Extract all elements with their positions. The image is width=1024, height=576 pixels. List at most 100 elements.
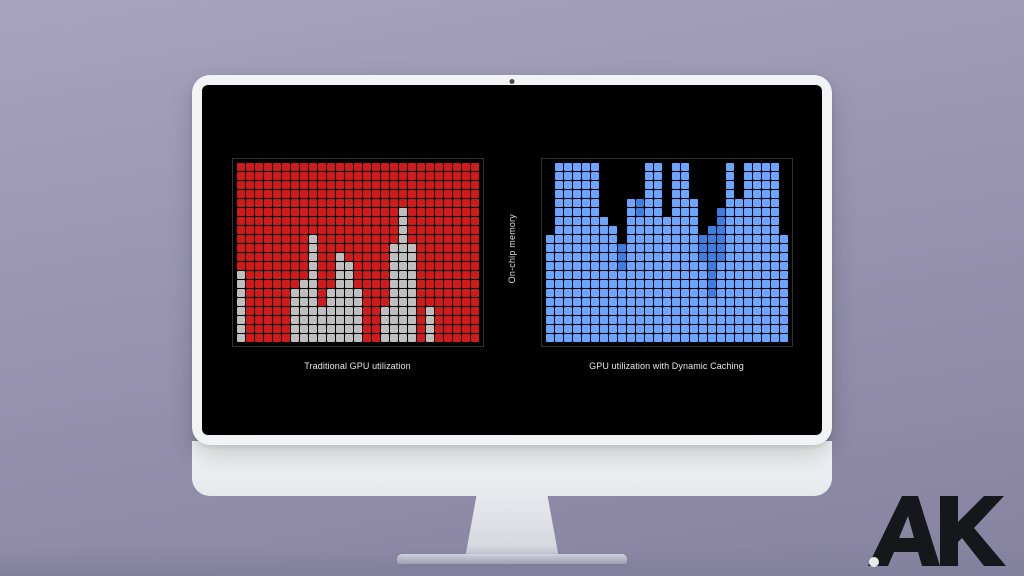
grid-cell xyxy=(564,262,572,270)
grid-cell xyxy=(591,316,599,324)
grid-cell xyxy=(564,253,572,261)
grid-cell xyxy=(591,217,599,225)
grid-cell xyxy=(708,190,716,198)
grid-cell xyxy=(609,271,617,279)
grid-cell xyxy=(444,217,452,225)
grid-cell xyxy=(708,244,716,252)
grid-cell xyxy=(573,271,581,279)
grid-cell xyxy=(663,298,671,306)
grid-cell xyxy=(426,181,434,189)
grid-cell xyxy=(255,307,263,315)
grid-cell xyxy=(390,181,398,189)
grid-cell xyxy=(771,208,779,216)
grid-cell xyxy=(237,289,245,297)
left-panel: Traditional GPU utilization xyxy=(222,158,493,371)
grid-cell xyxy=(318,316,326,324)
grid-cell xyxy=(582,199,590,207)
grid-cell xyxy=(246,280,254,288)
grid-cell xyxy=(609,262,617,270)
grid-cell xyxy=(435,208,443,216)
grid-cell xyxy=(654,253,662,261)
grid-cell xyxy=(381,289,389,297)
grid-cell xyxy=(735,172,743,180)
grid-cell xyxy=(546,271,554,279)
grid-cell xyxy=(372,199,380,207)
grid-cell xyxy=(372,298,380,306)
grid-cell xyxy=(426,298,434,306)
grid-cell xyxy=(735,334,743,342)
grid-cell xyxy=(627,235,635,243)
grid-cell xyxy=(744,289,752,297)
grid-cell xyxy=(453,163,461,171)
grid-cell xyxy=(726,226,734,234)
grid-cell xyxy=(582,271,590,279)
grid-cell xyxy=(744,334,752,342)
grid-cell xyxy=(354,172,362,180)
grid-cell xyxy=(618,316,626,324)
grid-cell xyxy=(717,298,725,306)
grid-cell xyxy=(318,262,326,270)
grid-cell xyxy=(672,172,680,180)
grid-cell xyxy=(681,172,689,180)
grid-cell xyxy=(300,172,308,180)
grid-cell xyxy=(591,334,599,342)
grid-cell xyxy=(726,280,734,288)
grid-cell xyxy=(282,325,290,333)
grid-cell xyxy=(546,307,554,315)
grid-cell xyxy=(546,172,554,180)
grid-cell xyxy=(717,226,725,234)
grid-cell xyxy=(408,289,416,297)
grid-cell xyxy=(699,271,707,279)
grid-cell xyxy=(573,235,581,243)
grid-cell xyxy=(600,226,608,234)
grid-cell xyxy=(717,307,725,315)
grid-cell xyxy=(372,181,380,189)
grid-cell xyxy=(372,163,380,171)
grid-cell xyxy=(309,316,317,324)
grid-cell xyxy=(654,334,662,342)
grid-cell xyxy=(681,325,689,333)
grid-cell xyxy=(381,217,389,225)
grid-cell xyxy=(246,235,254,243)
grid-cell xyxy=(264,298,272,306)
grid-cell xyxy=(363,181,371,189)
grid-cell xyxy=(636,235,644,243)
grid-cell xyxy=(609,172,617,180)
grid-cell xyxy=(771,244,779,252)
grid-cell xyxy=(627,244,635,252)
grid-cell xyxy=(555,217,563,225)
grid-cell xyxy=(681,181,689,189)
grid-cell xyxy=(336,316,344,324)
grid-cell xyxy=(381,181,389,189)
grid-cell xyxy=(564,172,572,180)
grid-cell xyxy=(672,199,680,207)
grid-cell xyxy=(390,271,398,279)
grid-cell xyxy=(609,217,617,225)
grid-cell xyxy=(327,307,335,315)
grid-cell xyxy=(336,244,344,252)
grid-cell xyxy=(372,244,380,252)
grid-cell xyxy=(318,208,326,216)
grid-cell xyxy=(654,199,662,207)
grid-cell xyxy=(780,280,788,288)
grid-cell xyxy=(363,316,371,324)
grid-cell xyxy=(282,316,290,324)
grid-cell xyxy=(381,316,389,324)
grid-cell xyxy=(726,262,734,270)
grid-cell xyxy=(663,172,671,180)
grid-cell xyxy=(246,172,254,180)
grid-cell xyxy=(246,271,254,279)
grid-cell xyxy=(699,217,707,225)
grid-cell xyxy=(309,190,317,198)
grid-cell xyxy=(573,163,581,171)
grid-cell xyxy=(336,199,344,207)
grid-cell xyxy=(471,163,479,171)
grid-cell xyxy=(609,316,617,324)
grid-cell xyxy=(399,181,407,189)
right-grid xyxy=(546,163,788,342)
grid-cell xyxy=(453,181,461,189)
grid-cell xyxy=(690,280,698,288)
grid-cell xyxy=(264,280,272,288)
grid-cell xyxy=(591,271,599,279)
grid-cell xyxy=(237,271,245,279)
